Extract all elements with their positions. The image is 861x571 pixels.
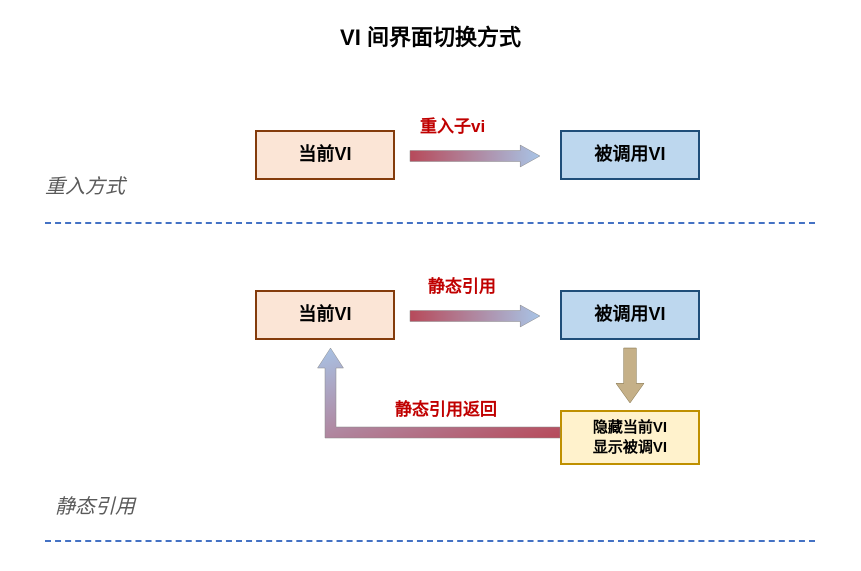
- box-called-vi-bottom: 被调用VI: [560, 290, 700, 340]
- arrow-reentry: [410, 145, 540, 167]
- arrow-label-reentry: 重入子vi: [420, 112, 485, 137]
- arrow-label-static: 静态引用: [428, 272, 496, 297]
- arrow-return: [310, 348, 575, 448]
- divider-1: [45, 222, 815, 224]
- box-called-vi-top: 被调用VI: [560, 130, 700, 180]
- box-hide-show: 隐藏当前VI 显示被调VI: [560, 410, 700, 465]
- box-current-vi-bottom: 当前VI: [255, 290, 395, 340]
- divider-2: [45, 540, 815, 542]
- arrow-down: [616, 348, 644, 403]
- section-label-reentry: 重入方式: [45, 170, 125, 199]
- section-label-static: 静态引用: [55, 490, 135, 519]
- arrow-static: [410, 305, 540, 327]
- box-current-vi-top: 当前VI: [255, 130, 395, 180]
- diagram-title: VI 间界面切换方式: [0, 20, 861, 52]
